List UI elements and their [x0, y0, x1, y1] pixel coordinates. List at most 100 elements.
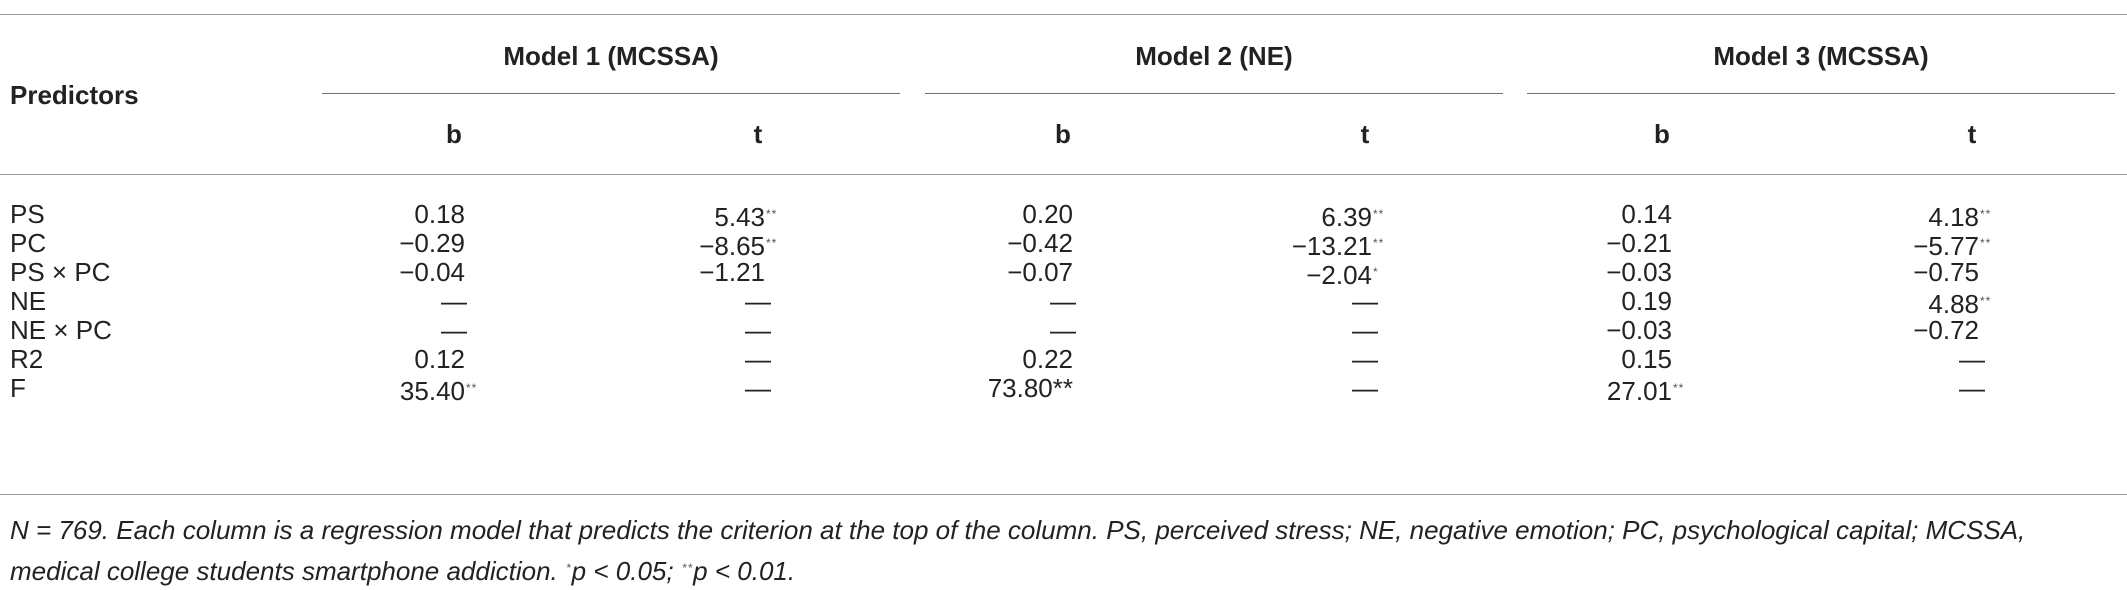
- cell-value: —: [1352, 344, 1378, 374]
- header-bottom-rule: [0, 174, 2127, 175]
- cell-value: −0.29: [399, 228, 465, 258]
- cell-value: 0.20: [1022, 199, 1073, 229]
- table-cell: −0.42: [948, 228, 1098, 258]
- cell-value: 5.43: [714, 202, 765, 232]
- cell-value: —: [441, 286, 467, 316]
- row-label: F: [10, 373, 26, 403]
- model1-col-t: t: [753, 119, 763, 149]
- cell-value: 0.14: [1621, 199, 1672, 229]
- table-bottom-rule: [0, 494, 2127, 495]
- note-line-1: N = 769. Each column is a regression mod…: [10, 515, 2026, 545]
- row-label: NE × PC: [10, 315, 112, 345]
- table-cell: −0.29: [340, 228, 490, 258]
- table-cell: —: [1932, 344, 2012, 374]
- table-cell: −0.03: [1547, 257, 1697, 287]
- table-cell: —: [718, 315, 798, 345]
- table-cell: 4.18**: [1854, 199, 2004, 232]
- cell-value: −5.77: [1913, 231, 1979, 261]
- table-cell: −2.04*: [1247, 257, 1397, 290]
- cell-value: —: [1352, 315, 1378, 345]
- table-cell: —: [718, 344, 798, 374]
- table-cell: —: [1325, 344, 1405, 374]
- cell-value: —: [745, 344, 771, 374]
- significance-marker: **: [1373, 236, 1385, 250]
- model1-title: Model 1 (MCSSA): [503, 41, 719, 71]
- cell-value: —: [745, 373, 771, 403]
- note-line-2b: p < 0.05;: [571, 556, 681, 586]
- significance-marker: **: [766, 207, 778, 221]
- cell-value: −0.07: [1007, 257, 1073, 287]
- significance-marker: *: [1373, 265, 1379, 279]
- significance-marker: **: [1980, 294, 1992, 308]
- cell-value: 27.01: [1606, 376, 1672, 406]
- table-cell: 73.80**: [948, 373, 1098, 403]
- model2-title: Model 2 (NE): [1135, 41, 1293, 71]
- note-star-2: **: [681, 561, 694, 575]
- model1-col-b: b: [446, 119, 462, 149]
- table-cell: −0.07: [948, 257, 1098, 287]
- table-cell: 35.40**: [340, 373, 490, 406]
- table-cell: −0.72: [1854, 315, 2004, 345]
- row-label: NE: [10, 286, 47, 316]
- table-cell: 0.15: [1547, 344, 1697, 374]
- table-cell: —: [1325, 315, 1405, 345]
- cell-value: −0.75: [1913, 257, 1979, 287]
- cell-value: 0.15: [1621, 344, 1672, 374]
- cell-value: 6.39: [1321, 202, 1372, 232]
- model3-col-t: t: [1967, 119, 1977, 149]
- cell-value: 4.18: [1928, 202, 1979, 232]
- table-cell: 0.18: [340, 199, 490, 229]
- cell-value: —: [1050, 286, 1076, 316]
- model1-group-rule: [322, 93, 900, 94]
- table-cell: −0.03: [1547, 315, 1697, 345]
- table-cell: −8.65**: [640, 228, 790, 261]
- table-cell: 4.88**: [1854, 286, 2004, 319]
- table-cell: —: [1325, 373, 1405, 403]
- table-cell: 5.43**: [640, 199, 790, 232]
- note-line-2a: medical college students smartphone addi…: [10, 556, 565, 586]
- cell-value: 0.12: [414, 344, 465, 374]
- table-cell: —: [718, 286, 798, 316]
- table-cell: −5.77**: [1854, 228, 2004, 261]
- cell-value: 0.22: [1022, 344, 1073, 374]
- table-cell: 0.22: [948, 344, 1098, 374]
- significance-marker: **: [466, 381, 478, 395]
- cell-value: —: [1352, 373, 1378, 403]
- cell-value: −0.21: [1606, 228, 1672, 258]
- table-note: N = 769. Each column is a regression mod…: [10, 511, 2090, 590]
- cell-value: —: [745, 286, 771, 316]
- cell-value: −0.42: [1007, 228, 1073, 258]
- table-cell: −0.21: [1547, 228, 1697, 258]
- table-cell: —: [1023, 286, 1103, 316]
- cell-value: —: [441, 315, 467, 345]
- table-cell: —: [414, 315, 494, 345]
- model2-group-rule: [925, 93, 1503, 94]
- significance-marker: **: [766, 236, 778, 250]
- table-cell: 6.39**: [1247, 199, 1397, 232]
- table-cell: −1.21: [640, 257, 790, 287]
- cell-value: −0.03: [1606, 315, 1672, 345]
- table-cell: 0.19: [1547, 286, 1697, 316]
- note-line-2c: p < 0.01.: [693, 556, 796, 586]
- cell-value: 0.19: [1621, 286, 1672, 316]
- table-cell: −0.04: [340, 257, 490, 287]
- row-label: PS: [10, 199, 45, 229]
- significance-marker: **: [1373, 207, 1385, 221]
- table-cell: 0.20: [948, 199, 1098, 229]
- cell-value: −0.72: [1913, 315, 1979, 345]
- cell-value: 0.18: [414, 199, 465, 229]
- cell-value: −13.21: [1291, 231, 1372, 261]
- table-cell: —: [1325, 286, 1405, 316]
- model2-col-t: t: [1360, 119, 1370, 149]
- significance-marker: **: [1980, 236, 1992, 250]
- row-label: R2: [10, 344, 44, 374]
- note-star-1: *: [566, 561, 572, 575]
- table-cell: —: [718, 373, 798, 403]
- table-top-rule: [0, 14, 2127, 15]
- model2-col-b: b: [1055, 119, 1071, 149]
- cell-value: −8.65: [699, 231, 765, 261]
- cell-value: −0.03: [1606, 257, 1672, 287]
- cell-value: 35.40: [399, 376, 465, 406]
- table-cell: —: [1932, 373, 2012, 403]
- cell-value: −0.04: [399, 257, 465, 287]
